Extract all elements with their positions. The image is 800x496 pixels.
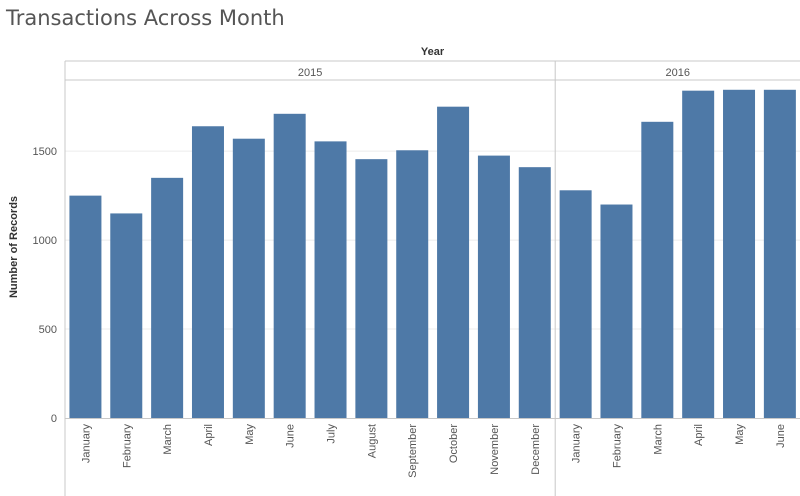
- x-tick-label: December: [530, 424, 542, 475]
- x-tick-label: September: [407, 424, 419, 478]
- bar-2015-february: [110, 213, 143, 418]
- x-tick-label: January: [571, 424, 583, 464]
- x-tick-label: October: [448, 424, 460, 463]
- bar-2015-january: [69, 195, 102, 418]
- x-tick-label: June: [285, 424, 297, 448]
- chart-title: Transactions Across Month: [6, 6, 285, 30]
- bar-2015-december: [518, 167, 551, 418]
- panel-header-2015: 2015: [298, 67, 322, 79]
- y-tick-label: 1000: [33, 235, 57, 247]
- x-tick-label: May: [734, 424, 746, 445]
- x-tick-label: May: [244, 424, 256, 445]
- bar-2016-march: [641, 121, 674, 418]
- y-tick-label: 0: [51, 413, 57, 425]
- bar-2015-may: [232, 138, 265, 418]
- bar-2016-may: [723, 89, 756, 418]
- x-tick-label: February: [611, 424, 623, 469]
- bar-2015-april: [191, 126, 224, 419]
- bar-2016-february: [600, 204, 633, 418]
- bar-2015-june: [273, 113, 306, 419]
- x-tick-label: January: [80, 424, 92, 464]
- bar-2015-march: [151, 177, 184, 418]
- x-tick-label: April: [693, 424, 705, 446]
- x-tick-label: November: [489, 424, 501, 475]
- x-tick-label: April: [203, 424, 215, 446]
- bar-2015-august: [355, 159, 388, 419]
- bar-2016-june: [763, 89, 796, 418]
- bar-2015-july: [314, 141, 347, 418]
- y-tick-label: 500: [39, 324, 57, 336]
- x-tick-label: February: [121, 424, 133, 469]
- bar-2015-october: [437, 106, 470, 419]
- bar-2015-november: [477, 155, 510, 418]
- x-tick-label: August: [366, 424, 378, 458]
- x-tick-label: March: [162, 424, 174, 455]
- x-tick-label: March: [652, 424, 664, 455]
- bar-2016-january: [559, 190, 592, 418]
- panel-header-2016: 2016: [666, 67, 690, 79]
- x-tick-label: July: [326, 424, 338, 444]
- column-header-label: Year: [421, 46, 445, 58]
- y-tick-label: 1500: [33, 146, 57, 158]
- bar-2015-september: [396, 150, 429, 418]
- bar-2016-april: [682, 90, 715, 419]
- x-tick-label: June: [775, 424, 787, 448]
